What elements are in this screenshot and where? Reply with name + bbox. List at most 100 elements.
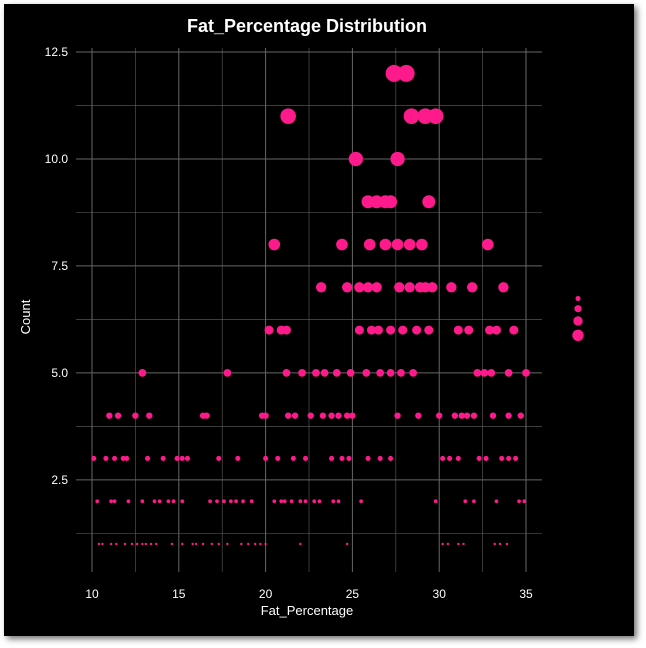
data-point bbox=[403, 238, 416, 251]
data-point bbox=[388, 455, 394, 461]
data-point bbox=[264, 542, 267, 546]
data-point bbox=[226, 542, 229, 546]
data-point bbox=[481, 238, 494, 251]
data-point bbox=[229, 499, 233, 504]
data-point bbox=[509, 325, 519, 335]
data-point bbox=[234, 499, 238, 504]
data-point bbox=[146, 412, 153, 419]
data-point bbox=[489, 412, 497, 419]
data-point bbox=[140, 499, 145, 504]
data-point bbox=[145, 455, 151, 461]
data-point bbox=[179, 455, 185, 461]
data-point bbox=[275, 455, 281, 461]
data-point bbox=[457, 542, 460, 546]
data-point bbox=[138, 369, 147, 377]
data-point bbox=[473, 369, 482, 377]
data-point bbox=[522, 369, 530, 377]
data-point bbox=[112, 499, 117, 504]
data-point bbox=[385, 64, 403, 82]
data-point bbox=[354, 282, 365, 293]
data-point bbox=[371, 282, 382, 293]
data-point bbox=[365, 455, 371, 461]
data-point bbox=[184, 455, 190, 461]
data-point bbox=[463, 412, 471, 419]
data-point bbox=[451, 412, 459, 419]
data-point bbox=[282, 499, 287, 504]
data-point bbox=[307, 412, 314, 419]
data-point bbox=[126, 499, 131, 504]
data-point bbox=[348, 151, 364, 167]
y-tick-label: 12.5 bbox=[45, 45, 69, 59]
data-point bbox=[386, 325, 396, 335]
data-point bbox=[391, 238, 404, 251]
data-point bbox=[362, 369, 371, 377]
data-point bbox=[345, 542, 349, 546]
data-point bbox=[409, 369, 417, 377]
data-point bbox=[201, 542, 205, 546]
data-point bbox=[498, 542, 502, 546]
data-point bbox=[373, 325, 383, 335]
data-point bbox=[412, 325, 422, 335]
y-tick-label: 2.5 bbox=[51, 473, 68, 487]
data-point bbox=[376, 369, 385, 377]
data-point bbox=[390, 151, 405, 167]
data-point bbox=[315, 282, 327, 293]
data-point bbox=[487, 369, 496, 377]
data-point bbox=[386, 369, 395, 377]
data-point bbox=[303, 499, 308, 504]
data-point bbox=[517, 412, 524, 419]
data-point bbox=[436, 412, 443, 419]
data-point bbox=[491, 325, 501, 335]
data-point bbox=[222, 499, 226, 504]
data-point bbox=[279, 499, 284, 504]
data-point bbox=[379, 238, 392, 251]
data-point bbox=[441, 542, 444, 546]
data-point bbox=[505, 542, 509, 546]
data-points bbox=[91, 64, 530, 546]
data-point bbox=[498, 282, 509, 293]
data-point bbox=[346, 369, 355, 377]
data-point bbox=[513, 455, 519, 461]
data-point bbox=[336, 499, 341, 504]
x-tick-label: 15 bbox=[172, 587, 186, 601]
data-point bbox=[517, 499, 521, 504]
x-tick-labels: 10 15 20 25 30 35 bbox=[85, 587, 533, 601]
data-point bbox=[404, 282, 415, 293]
data-point bbox=[282, 369, 291, 377]
data-point bbox=[332, 369, 341, 377]
data-point bbox=[447, 455, 453, 461]
data-point bbox=[264, 325, 274, 335]
data-point bbox=[253, 542, 257, 546]
data-point bbox=[472, 499, 476, 504]
data-point bbox=[95, 499, 100, 504]
data-point bbox=[152, 499, 157, 504]
data-point bbox=[312, 499, 317, 504]
data-point bbox=[349, 412, 356, 419]
data-point bbox=[303, 455, 309, 461]
data-point bbox=[290, 455, 296, 461]
data-point bbox=[398, 325, 408, 335]
data-point bbox=[483, 455, 489, 461]
data-point bbox=[446, 282, 457, 293]
data-point bbox=[235, 455, 241, 461]
data-point bbox=[480, 369, 489, 377]
data-point bbox=[312, 369, 320, 377]
data-point bbox=[455, 455, 461, 461]
x-tick-label: 25 bbox=[346, 587, 360, 601]
y-tick-label: 5.0 bbox=[51, 366, 68, 380]
data-point bbox=[415, 412, 422, 419]
data-point bbox=[359, 499, 363, 504]
data-point bbox=[181, 542, 184, 546]
data-point bbox=[397, 369, 405, 377]
data-point bbox=[112, 455, 118, 461]
data-point bbox=[210, 542, 213, 546]
data-point bbox=[291, 412, 299, 419]
data-point bbox=[124, 455, 130, 461]
data-point bbox=[403, 108, 420, 124]
y-tick-labels: 2.5 5.0 7.5 10.0 12.5 bbox=[45, 45, 69, 487]
data-point bbox=[203, 412, 210, 419]
x-tick-label: 35 bbox=[519, 587, 533, 601]
grid bbox=[76, 48, 542, 572]
data-point bbox=[427, 108, 444, 124]
data-point bbox=[427, 282, 438, 293]
